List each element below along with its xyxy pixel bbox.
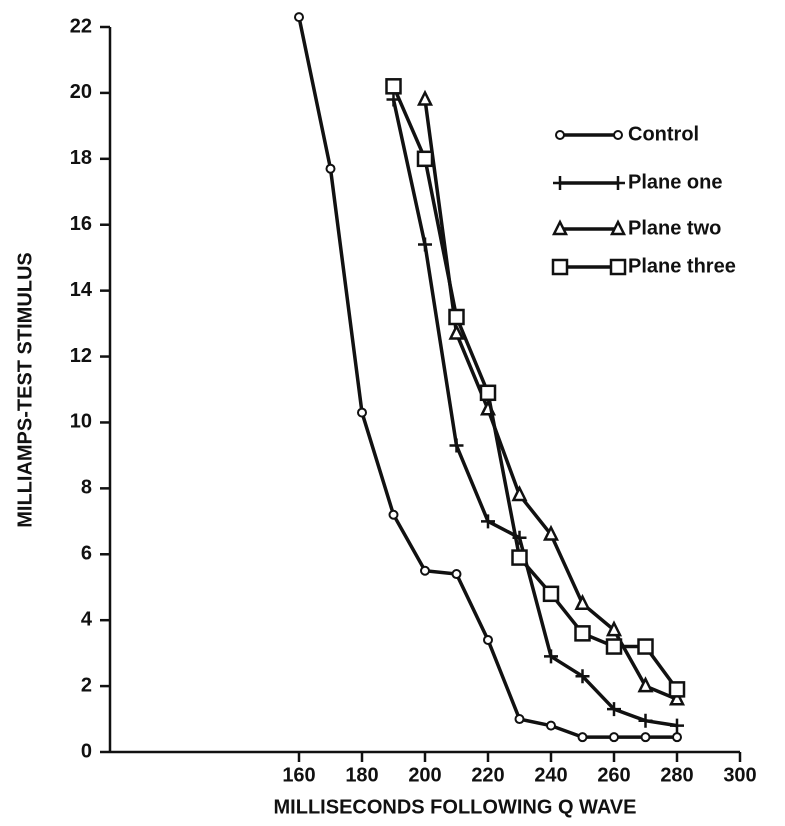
point [574, 625, 591, 642]
point [607, 702, 621, 717]
point [385, 78, 402, 95]
point [448, 308, 465, 326]
point [668, 689, 686, 706]
point [449, 438, 464, 453]
point [542, 585, 560, 603]
legend-marker [609, 219, 627, 236]
point [511, 485, 528, 502]
point [416, 150, 434, 168]
point [479, 384, 497, 402]
point [640, 732, 651, 743]
x-tick-label: 300 [723, 764, 756, 786]
y-tick-label: 22 [70, 15, 92, 37]
legend-marker [551, 258, 569, 276]
point [481, 514, 495, 529]
point [542, 524, 560, 541]
y-tick-label: 14 [70, 279, 93, 301]
y-tick-label: 20 [70, 81, 92, 103]
point [546, 720, 556, 731]
point [672, 732, 682, 743]
point [420, 565, 430, 576]
point [605, 620, 623, 637]
x-tick-label: 180 [345, 764, 378, 786]
point [451, 569, 462, 580]
point [575, 669, 590, 684]
point [638, 713, 653, 728]
point [325, 163, 336, 174]
legend-marker [613, 130, 623, 140]
legend-label: Control [628, 123, 699, 145]
point [637, 638, 654, 655]
x-tick-label: 240 [534, 764, 567, 786]
x-tick-label: 200 [408, 764, 441, 786]
legend-marker [609, 258, 627, 276]
point [670, 718, 684, 733]
y-tick-label: 16 [70, 213, 92, 235]
y-tick-label: 18 [70, 147, 92, 169]
x-tick-label: 160 [282, 764, 315, 786]
y-tick-label: 4 [81, 608, 93, 630]
legend-marker [555, 130, 565, 140]
point [577, 732, 588, 743]
y-tick-label: 0 [81, 740, 92, 762]
series-line [391, 85, 679, 691]
y-tick-label: 10 [70, 411, 92, 433]
x-tick-label: 260 [597, 764, 630, 786]
x-axis-title: MILLISECONDS FOLLOWING Q WAVE [274, 796, 637, 818]
y-tick-label: 6 [81, 543, 92, 565]
point [511, 549, 528, 566]
y-tick-label: 12 [70, 345, 92, 367]
point [357, 407, 367, 418]
point [416, 89, 434, 106]
legend-label: Plane one [628, 171, 722, 193]
point [294, 12, 304, 23]
legend-label: Plane two [628, 217, 721, 239]
point [574, 593, 591, 610]
point [483, 634, 493, 645]
legend-marker [611, 176, 625, 190]
point [544, 649, 558, 664]
x-tick-label: 220 [471, 764, 504, 786]
legend-label: Plane three [628, 255, 736, 277]
series-line [297, 16, 677, 739]
y-tick-label: 2 [81, 674, 92, 696]
point [668, 681, 686, 698]
point [605, 638, 623, 655]
point [609, 732, 619, 743]
point [388, 509, 399, 520]
series-line [391, 99, 678, 728]
point [448, 323, 465, 340]
legend-marker [551, 219, 569, 236]
point [514, 714, 525, 725]
legend-marker [553, 176, 567, 190]
y-tick-label: 8 [81, 477, 92, 499]
x-tick-label: 280 [660, 764, 693, 786]
y-axis-title: MILLIAMPS-TEST STIMULUS [14, 252, 36, 528]
point [637, 676, 654, 693]
point [418, 237, 432, 252]
